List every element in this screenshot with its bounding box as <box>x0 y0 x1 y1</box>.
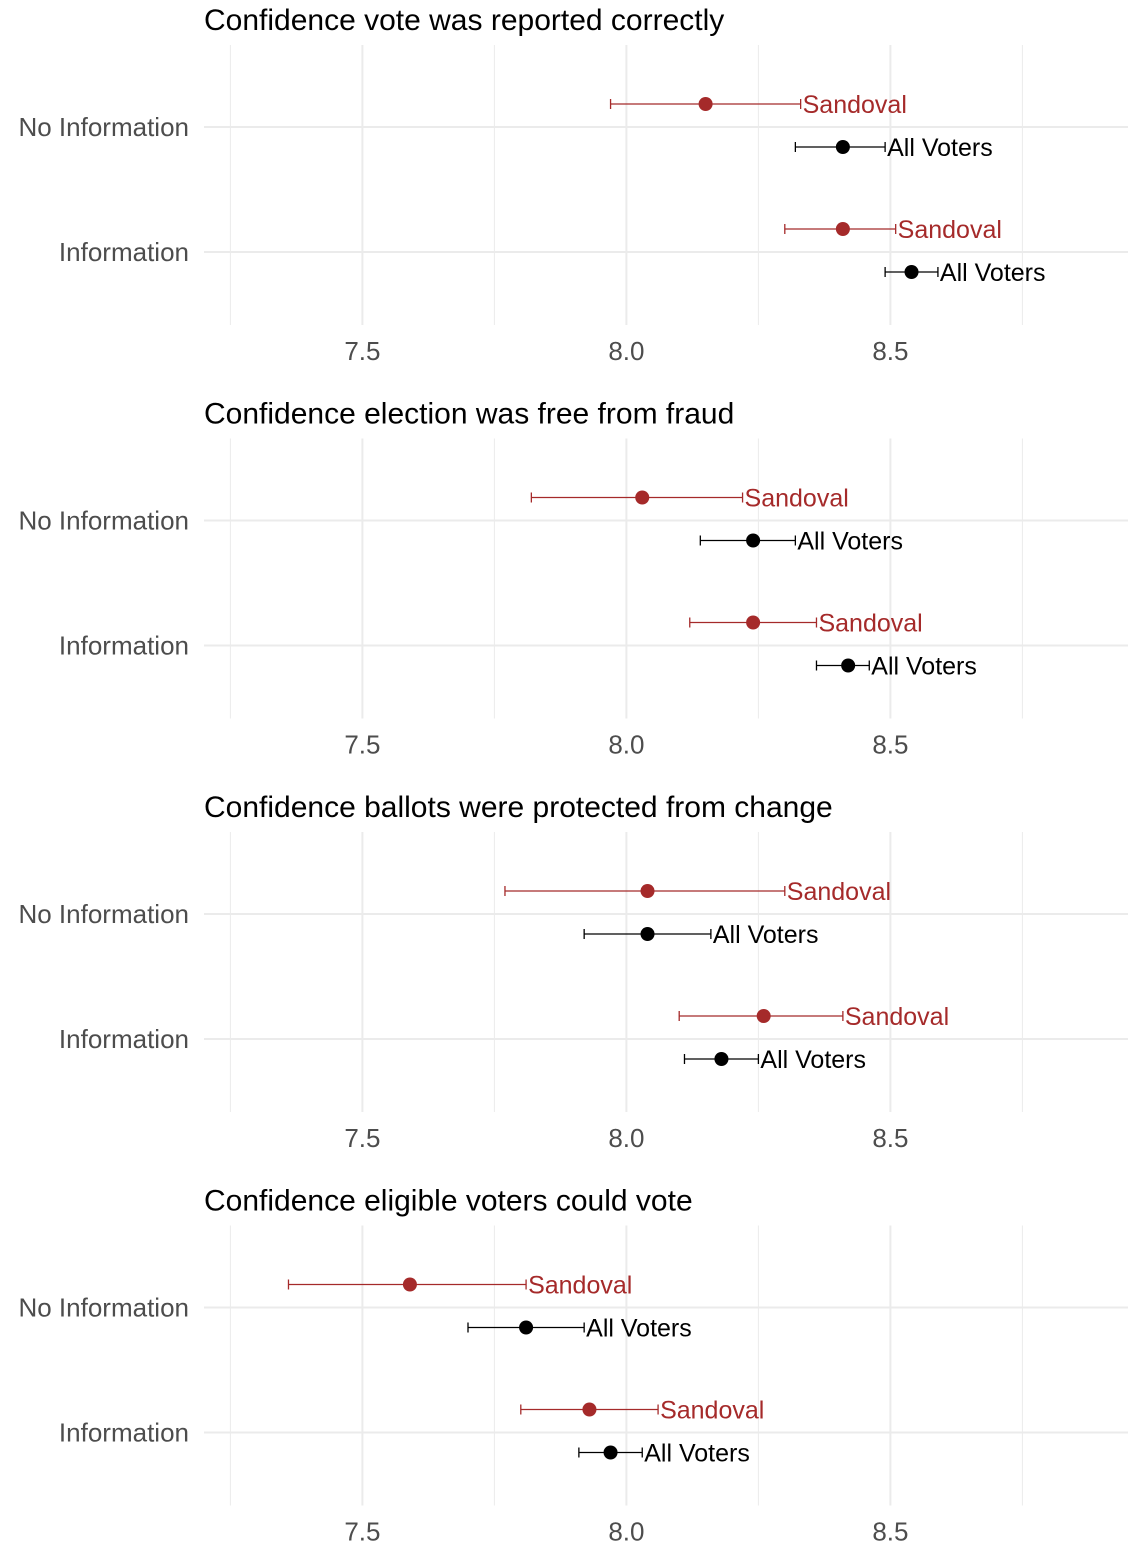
all-voters-point <box>640 927 655 941</box>
all-voters-label: All Voters <box>586 1315 692 1343</box>
all-voters-point <box>519 1320 534 1335</box>
sandoval-point <box>402 1277 417 1292</box>
chart-title: Confidence eligible voters could vote <box>204 1185 693 1218</box>
x-tick-label: 7.5 <box>344 730 380 760</box>
y-tick-label: Information <box>59 1024 189 1054</box>
x-tick-label: 7.5 <box>344 1123 380 1153</box>
sandoval-point <box>835 222 850 236</box>
y-tick-label: Information <box>59 631 189 661</box>
all-voters-point <box>714 1052 729 1066</box>
all-voters-point <box>746 533 761 548</box>
chart-panel-2: Confidence election was free from fraud N… <box>18 398 1128 760</box>
all-voters-label: All Voters <box>760 1046 866 1074</box>
all-voters-point <box>904 265 919 279</box>
y-tick-label: Information <box>59 1418 189 1448</box>
all-voters-point <box>841 658 856 673</box>
all-voters-label: All Voters <box>940 259 1046 287</box>
y-tick-label: No Information <box>18 506 189 536</box>
x-tick-label: 8.5 <box>872 730 908 760</box>
x-tick-label: 8.5 <box>872 1123 908 1153</box>
x-tick-label: 7.5 <box>344 1517 380 1547</box>
sandoval-label: Sandoval <box>898 216 1002 244</box>
chart-title: Confidence election was free from fraud <box>204 398 734 431</box>
x-tick-label: 8.0 <box>608 1517 644 1547</box>
chart-title: Confidence ballots were protected from c… <box>204 791 833 824</box>
y-tick-label: No Information <box>18 112 189 142</box>
chart-panel-3: Confidence ballots were protected from c… <box>18 791 1128 1153</box>
x-tick-label: 8.5 <box>872 1517 908 1547</box>
sandoval-point <box>582 1402 597 1417</box>
x-tick-label: 8.0 <box>608 336 644 366</box>
y-tick-label: Information <box>59 237 189 267</box>
x-tick-label: 8.0 <box>608 1123 644 1153</box>
sandoval-label: Sandoval <box>528 1272 632 1300</box>
x-tick-label: 8.5 <box>872 336 908 366</box>
all-voters-label: All Voters <box>871 653 977 681</box>
all-voters-label: All Voters <box>887 134 993 162</box>
sandoval-label: Sandoval <box>803 91 907 119</box>
chart-panel-4: Confidence eligible voters could vote No … <box>18 1185 1128 1547</box>
sandoval-label: Sandoval <box>818 610 922 638</box>
all-voters-point <box>603 1445 618 1460</box>
sandoval-point <box>698 97 713 111</box>
y-tick-label: No Information <box>18 1293 189 1323</box>
chart-title: Confidence vote was reported correctly <box>204 4 724 37</box>
all-voters-label: All Voters <box>713 921 819 949</box>
y-tick-label: No Information <box>18 899 189 929</box>
x-tick-label: 8.0 <box>608 730 644 760</box>
all-voters-point <box>835 140 850 154</box>
all-voters-label: All Voters <box>644 1440 750 1468</box>
chart-panel-1: Confidence vote was reported correctly No… <box>18 4 1128 366</box>
sandoval-point <box>635 490 650 505</box>
sandoval-point <box>756 1009 771 1023</box>
sandoval-point <box>746 615 761 630</box>
sandoval-label: Sandoval <box>845 1003 949 1031</box>
sandoval-label: Sandoval <box>787 878 891 906</box>
sandoval-label: Sandoval <box>745 485 849 513</box>
sandoval-label: Sandoval <box>660 1397 764 1425</box>
sandoval-point <box>640 884 655 898</box>
x-tick-label: 7.5 <box>344 336 380 366</box>
all-voters-label: All Voters <box>797 528 903 556</box>
